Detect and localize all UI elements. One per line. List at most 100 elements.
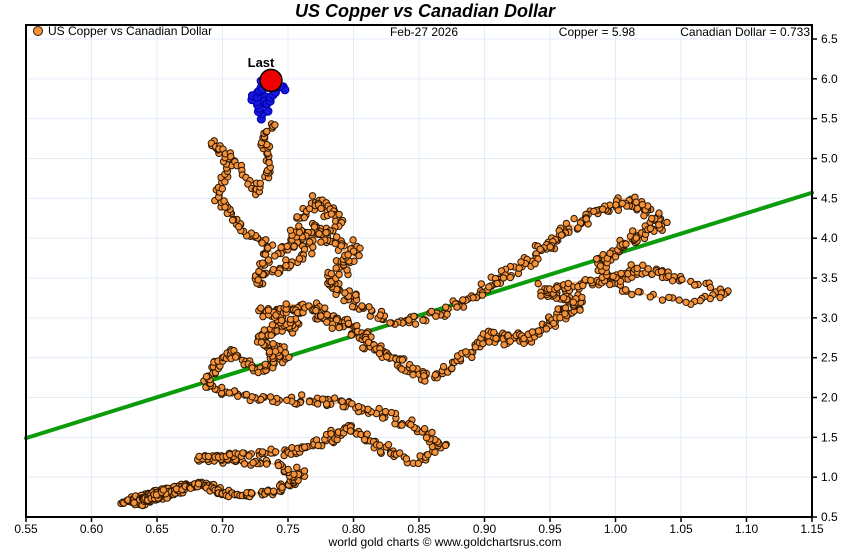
- data-point: [232, 353, 240, 361]
- data-point: [308, 250, 316, 258]
- data-point: [632, 234, 640, 242]
- y-tick-label: 6.0: [821, 72, 838, 86]
- data-point: [283, 396, 291, 404]
- data-point: [301, 443, 309, 451]
- x-tick-label: 0.60: [80, 522, 104, 536]
- data-point: [402, 455, 411, 463]
- gridlines: [26, 25, 812, 517]
- data-point: [517, 258, 525, 266]
- x-tick-label: 0.90: [473, 522, 497, 536]
- data-point: [264, 256, 273, 264]
- data-point: [271, 347, 280, 355]
- data-point: [322, 400, 331, 408]
- data-point: [612, 201, 620, 209]
- data-point: [290, 242, 298, 251]
- data-point: [317, 204, 325, 213]
- data-point: [478, 291, 487, 299]
- data-point: [335, 210, 343, 219]
- data-point: [333, 233, 341, 241]
- data-point: [639, 261, 647, 269]
- data-point: [657, 267, 666, 276]
- x-tick-label: 1.15: [800, 522, 824, 536]
- legend-marker-icon: [33, 26, 43, 36]
- data-point: [387, 408, 396, 417]
- data-point: [606, 280, 614, 289]
- data-point: [596, 262, 605, 270]
- data-point: [239, 449, 247, 457]
- data-point: [379, 414, 387, 422]
- data-point: [282, 300, 290, 308]
- data-point: [286, 315, 295, 324]
- data-point: [265, 158, 273, 167]
- data-point: [557, 231, 566, 239]
- y-tick-label: 4.0: [821, 231, 838, 245]
- data-point: [536, 245, 544, 254]
- data-point: [293, 213, 301, 221]
- data-point: [534, 279, 542, 288]
- data-point: [327, 430, 335, 438]
- data-point: [240, 460, 249, 468]
- data-point: [335, 323, 343, 332]
- data-point: [663, 218, 671, 227]
- data-point: [312, 306, 320, 315]
- data-point: [310, 223, 319, 231]
- data-point: [409, 371, 417, 379]
- data-point: [295, 222, 303, 230]
- data-point: [247, 489, 256, 497]
- data-point: [485, 338, 493, 346]
- y-tick-label: 5.0: [821, 152, 838, 166]
- data-point: [411, 320, 420, 328]
- data-point: [323, 311, 331, 319]
- data-point: [534, 327, 543, 335]
- data-point: [314, 441, 322, 450]
- data-point: [375, 349, 384, 358]
- data-point: [644, 265, 652, 273]
- data-point: [492, 334, 500, 343]
- data-point: [691, 281, 699, 289]
- data-point: [268, 321, 277, 329]
- data-point: [646, 224, 655, 233]
- x-tick-label: 1.00: [604, 522, 628, 536]
- data-point: [409, 364, 417, 372]
- data-point: [263, 127, 271, 136]
- y-tick-label: 2.5: [821, 351, 838, 365]
- last-point-marker: [259, 68, 283, 93]
- data-point: [333, 316, 341, 324]
- data-point: [398, 421, 406, 429]
- data-point: [622, 240, 630, 248]
- data-point: [300, 213, 309, 222]
- data-point: [648, 214, 656, 223]
- data-point: [346, 427, 355, 435]
- data-point: [424, 451, 432, 459]
- data-point: [195, 452, 203, 461]
- data-point: [462, 348, 470, 356]
- data-point: [269, 340, 277, 348]
- data-point: [439, 362, 448, 371]
- data-point: [286, 226, 295, 235]
- data-point: [254, 276, 262, 284]
- data-point: [360, 436, 369, 444]
- data-point: [570, 214, 578, 223]
- data-point: [407, 421, 415, 429]
- data-point: [410, 312, 418, 321]
- cad-value-annotation: Canadian Dollar = 0.733: [680, 25, 810, 39]
- x-tick-label: 0.55: [14, 522, 38, 536]
- data-point: [655, 209, 663, 217]
- data-point: [599, 205, 607, 213]
- data-point: [271, 252, 279, 260]
- data-point: [546, 243, 554, 251]
- y-tick-label: 4.5: [821, 191, 838, 205]
- data-point: [582, 215, 590, 223]
- data-point: [277, 316, 286, 324]
- data-point: [629, 227, 637, 235]
- data-point: [459, 296, 467, 304]
- last-point-label: Last: [248, 55, 275, 70]
- data-point: [335, 270, 343, 279]
- scatter-points: [117, 76, 732, 510]
- data-point: [220, 197, 228, 205]
- data-point: [542, 325, 551, 333]
- data-point: [500, 341, 508, 349]
- data-point: [349, 247, 358, 255]
- data-point: [356, 244, 364, 252]
